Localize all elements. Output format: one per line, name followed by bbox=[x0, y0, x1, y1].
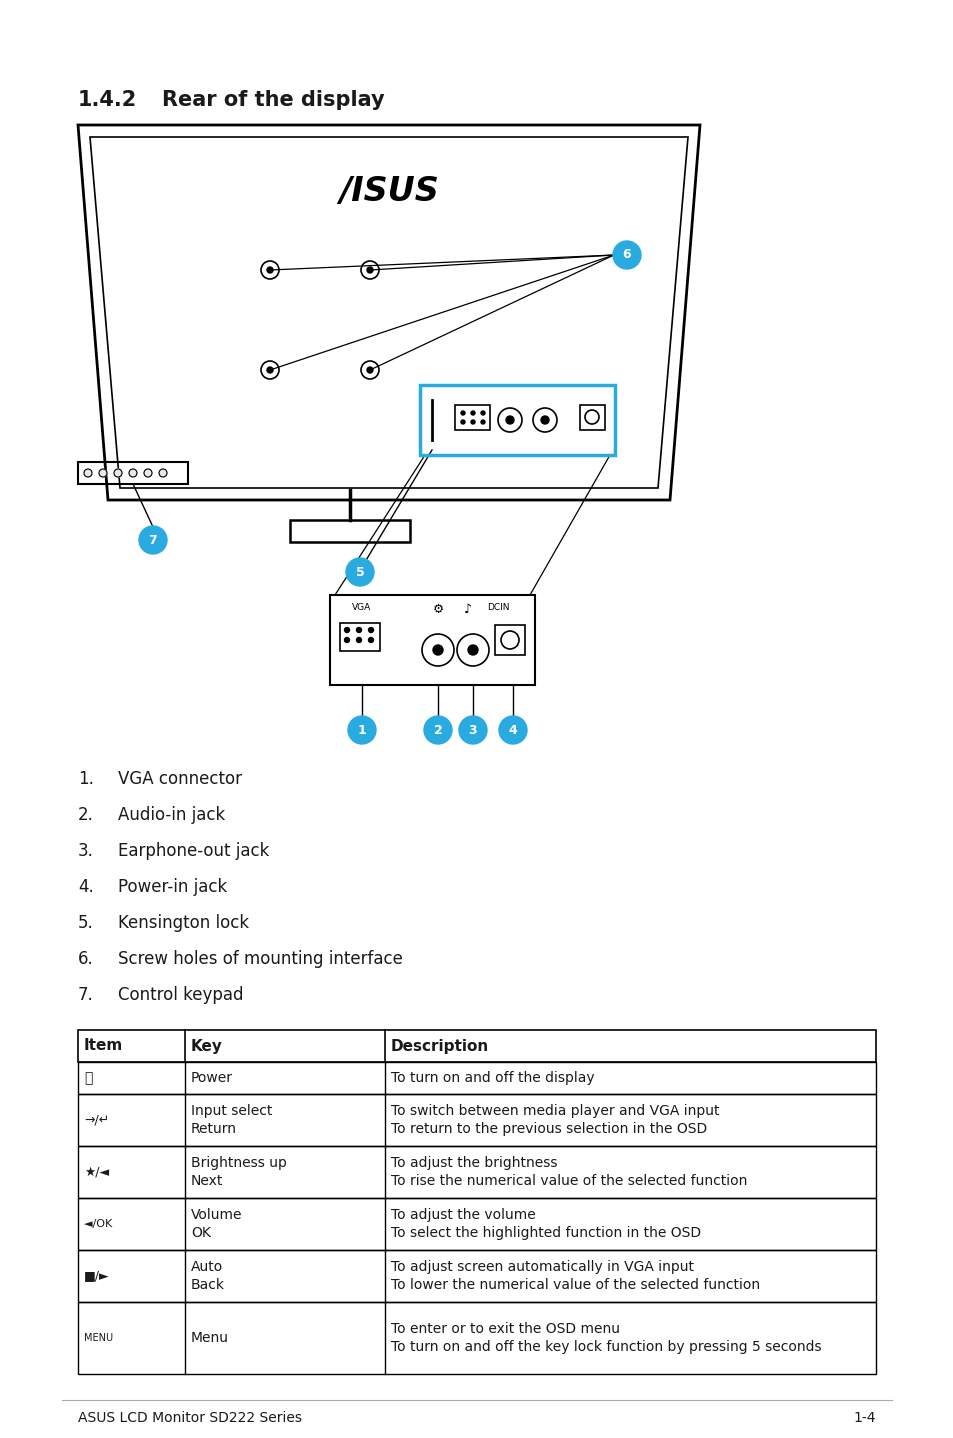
Circle shape bbox=[356, 637, 361, 643]
Text: Menu: Menu bbox=[191, 1332, 229, 1345]
Circle shape bbox=[344, 637, 349, 643]
Text: 3.: 3. bbox=[78, 843, 93, 860]
Text: 5: 5 bbox=[355, 565, 364, 578]
Text: To adjust screen automatically in VGA input
To lower the numerical value of the : To adjust screen automatically in VGA in… bbox=[391, 1260, 760, 1293]
Text: →/↵: →/↵ bbox=[84, 1113, 110, 1126]
Bar bbox=[419, 385, 615, 454]
Text: ◄​/​OK: ◄​/​OK bbox=[84, 1219, 112, 1229]
Circle shape bbox=[159, 469, 167, 477]
Text: Volume
OK: Volume OK bbox=[191, 1208, 242, 1240]
Text: 7.: 7. bbox=[78, 986, 93, 1004]
Circle shape bbox=[471, 420, 475, 424]
Text: 6: 6 bbox=[622, 249, 631, 262]
Text: ♪: ♪ bbox=[463, 603, 472, 615]
Circle shape bbox=[460, 420, 464, 424]
Circle shape bbox=[267, 267, 273, 273]
Text: ASUS LCD Monitor SD222 Series: ASUS LCD Monitor SD222 Series bbox=[78, 1411, 302, 1425]
Text: VGA: VGA bbox=[352, 603, 372, 613]
Circle shape bbox=[423, 716, 452, 743]
Text: Key: Key bbox=[191, 1038, 223, 1054]
Text: 7: 7 bbox=[149, 533, 157, 546]
Bar bbox=[455, 406, 490, 430]
Text: Power-in jack: Power-in jack bbox=[118, 879, 227, 896]
Circle shape bbox=[139, 526, 167, 554]
Text: 1.: 1. bbox=[78, 769, 93, 788]
Circle shape bbox=[368, 637, 374, 643]
Text: 4.: 4. bbox=[78, 879, 93, 896]
Text: Audio-in jack: Audio-in jack bbox=[118, 807, 225, 824]
Text: /ISUS: /ISUS bbox=[338, 175, 438, 209]
Text: Item: Item bbox=[84, 1038, 123, 1054]
Bar bbox=[78, 1301, 875, 1373]
Text: Rear of the display: Rear of the display bbox=[162, 91, 384, 109]
Circle shape bbox=[458, 716, 486, 743]
Circle shape bbox=[348, 716, 375, 743]
Circle shape bbox=[346, 558, 374, 587]
Circle shape bbox=[460, 411, 464, 416]
Bar bbox=[495, 626, 524, 654]
Circle shape bbox=[99, 469, 107, 477]
Bar bbox=[78, 1250, 875, 1301]
Text: 6.: 6. bbox=[78, 951, 93, 968]
Bar bbox=[78, 1198, 875, 1250]
Circle shape bbox=[480, 420, 484, 424]
Circle shape bbox=[356, 627, 361, 633]
Circle shape bbox=[267, 367, 273, 372]
Text: DCIN: DCIN bbox=[486, 603, 509, 613]
Text: To adjust the volume
To select the highlighted function in the OSD: To adjust the volume To select the highl… bbox=[391, 1208, 700, 1240]
Text: MENU: MENU bbox=[84, 1333, 113, 1343]
Circle shape bbox=[498, 716, 526, 743]
Circle shape bbox=[367, 367, 373, 372]
Text: ★/◄: ★/◄ bbox=[84, 1166, 109, 1179]
Text: To switch between media player and VGA input
To return to the previous selection: To switch between media player and VGA i… bbox=[391, 1104, 719, 1136]
Text: ⏻: ⏻ bbox=[84, 1071, 92, 1086]
Circle shape bbox=[367, 267, 373, 273]
Bar bbox=[78, 1063, 875, 1094]
Circle shape bbox=[84, 469, 91, 477]
Text: To turn on and off the display: To turn on and off the display bbox=[391, 1071, 594, 1086]
Text: To adjust the brightness
To rise the numerical value of the selected function: To adjust the brightness To rise the num… bbox=[391, 1156, 746, 1188]
Text: 5.: 5. bbox=[78, 915, 93, 932]
Text: Earphone-out jack: Earphone-out jack bbox=[118, 843, 269, 860]
Text: 3: 3 bbox=[468, 723, 476, 736]
Text: Screw holes of mounting interface: Screw holes of mounting interface bbox=[118, 951, 402, 968]
Text: ⚙: ⚙ bbox=[432, 603, 443, 615]
Text: ■/►: ■/► bbox=[84, 1270, 110, 1283]
Circle shape bbox=[540, 416, 548, 424]
Circle shape bbox=[113, 469, 122, 477]
Text: 4: 4 bbox=[508, 723, 517, 736]
Circle shape bbox=[368, 627, 374, 633]
Circle shape bbox=[433, 646, 442, 654]
Bar bbox=[78, 1146, 875, 1198]
Text: Power: Power bbox=[191, 1071, 233, 1086]
Circle shape bbox=[129, 469, 137, 477]
Bar bbox=[330, 595, 535, 684]
Bar bbox=[78, 462, 188, 485]
Text: VGA connector: VGA connector bbox=[118, 769, 242, 788]
Bar bbox=[339, 623, 379, 651]
Circle shape bbox=[480, 411, 484, 416]
Bar bbox=[290, 521, 410, 542]
Text: Kensington lock: Kensington lock bbox=[118, 915, 249, 932]
Text: 1: 1 bbox=[357, 723, 366, 736]
Text: To enter or to exit the OSD menu
To turn on and off the key lock function by pre: To enter or to exit the OSD menu To turn… bbox=[391, 1322, 821, 1355]
Text: Input select
Return: Input select Return bbox=[191, 1104, 273, 1136]
Text: 1.4.2: 1.4.2 bbox=[78, 91, 137, 109]
Text: Auto
Back: Auto Back bbox=[191, 1260, 225, 1293]
Text: 2: 2 bbox=[434, 723, 442, 736]
Circle shape bbox=[505, 416, 514, 424]
Circle shape bbox=[144, 469, 152, 477]
Text: 1-4: 1-4 bbox=[853, 1411, 875, 1425]
Circle shape bbox=[613, 242, 640, 269]
Bar bbox=[78, 1094, 875, 1146]
Text: Brightness up
Next: Brightness up Next bbox=[191, 1156, 287, 1188]
Text: Description: Description bbox=[391, 1038, 489, 1054]
Text: Control keypad: Control keypad bbox=[118, 986, 243, 1004]
Bar bbox=[78, 1030, 875, 1063]
Bar bbox=[579, 406, 604, 430]
Circle shape bbox=[344, 627, 349, 633]
Circle shape bbox=[468, 646, 477, 654]
Circle shape bbox=[471, 411, 475, 416]
Text: 2.: 2. bbox=[78, 807, 93, 824]
